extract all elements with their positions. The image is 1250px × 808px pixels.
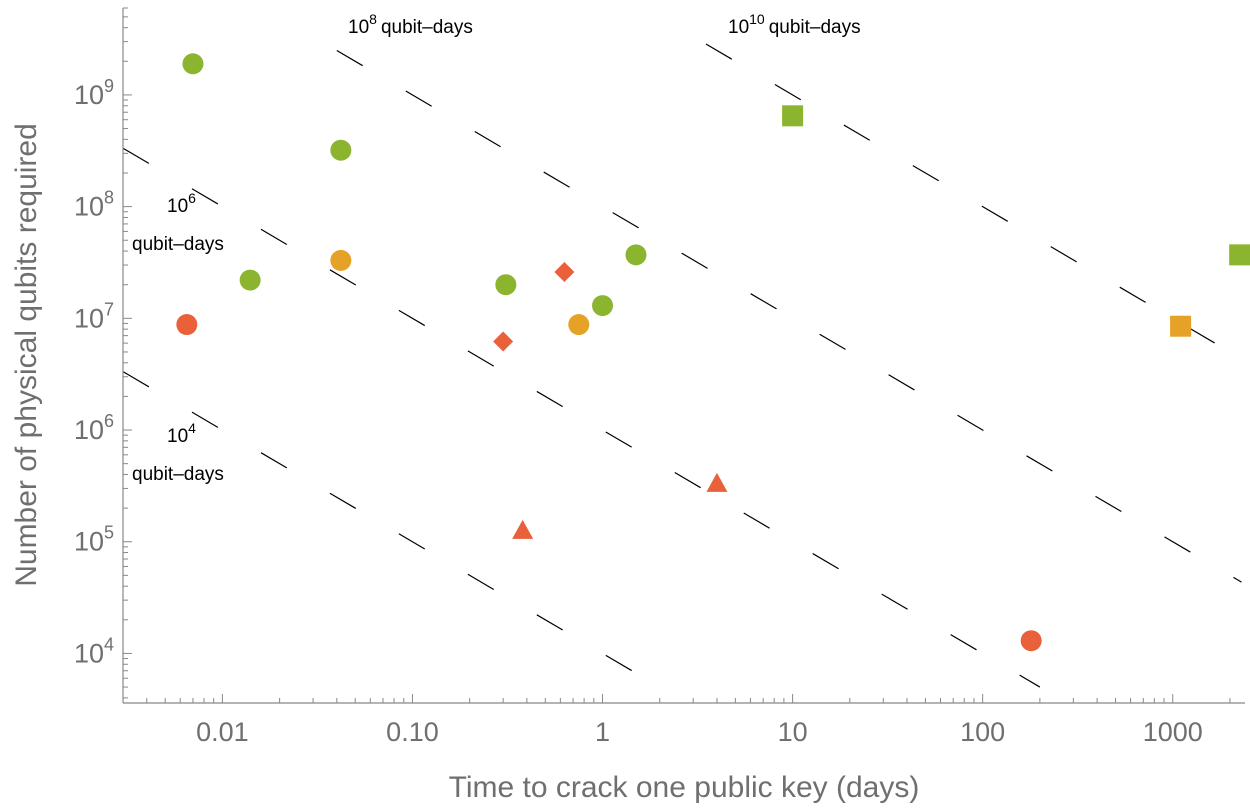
x-tick-label: 10 <box>778 717 808 747</box>
y-tick-label: 106 <box>74 411 114 445</box>
data-point-triangle-red <box>512 519 534 539</box>
tick-group: 0.01 0.10 1 10 100 1000 104 105 106 107 108 109 <box>74 7 1231 747</box>
isoline-label: 108 qubit–days <box>348 11 473 38</box>
data-point-diamond-red <box>554 261 575 282</box>
data-point-circle-orange <box>330 249 352 271</box>
data-point-circle-green <box>239 269 261 291</box>
y-tick-label: 108 <box>74 188 114 222</box>
isoline-6 <box>122 147 1041 688</box>
data-point-group <box>176 53 1250 652</box>
data-point-circle-orange <box>568 314 590 336</box>
x-axis-title: Time to crack one public key (days) <box>449 771 920 804</box>
isoline-label: 104 <box>167 420 196 447</box>
isoline-label: 1010 qubit–days <box>728 11 861 38</box>
x-tick-label: 100 <box>960 717 1005 747</box>
data-point-triangle-red <box>706 472 728 492</box>
y-tick-label: 105 <box>74 523 114 557</box>
y-tick-label: 104 <box>74 634 114 668</box>
data-point-circle-red <box>1020 630 1042 652</box>
isoline-8 <box>336 49 1242 583</box>
x-tick-label: 1 <box>595 717 610 747</box>
isoline-label-group: 104 qubit–days 106 qubit–days 108 qubit–days 1… <box>132 11 861 485</box>
y-tick-label: 107 <box>74 299 114 333</box>
isoline-4 <box>122 371 668 693</box>
data-point-square-orange <box>1170 315 1192 337</box>
x-tick-label: 0.10 <box>386 717 439 747</box>
data-point-square-green <box>1229 244 1250 266</box>
data-point-diamond-red <box>493 331 514 352</box>
isoline-label: 106 <box>167 190 196 217</box>
y-axis-title: Number of physical qubits required <box>10 123 43 587</box>
data-point-circle-green <box>625 244 647 266</box>
isoline-group <box>122 43 1242 693</box>
y-tick-label: 109 <box>74 76 114 110</box>
isoline-label-suffix: qubit–days <box>132 234 224 255</box>
axes <box>122 8 1245 704</box>
isoline-label-suffix: qubit–days <box>132 464 224 485</box>
data-point-circle-green <box>592 295 614 317</box>
data-point-circle-green <box>182 53 204 75</box>
data-point-circle-green <box>495 274 517 296</box>
data-point-circle-green <box>330 139 352 161</box>
isoline-10 <box>705 43 1242 360</box>
x-tick-label: 0.01 <box>196 717 249 747</box>
data-point-circle-red <box>176 314 198 336</box>
x-tick-label: 1000 <box>1143 717 1203 747</box>
data-point-square-green <box>782 105 804 127</box>
